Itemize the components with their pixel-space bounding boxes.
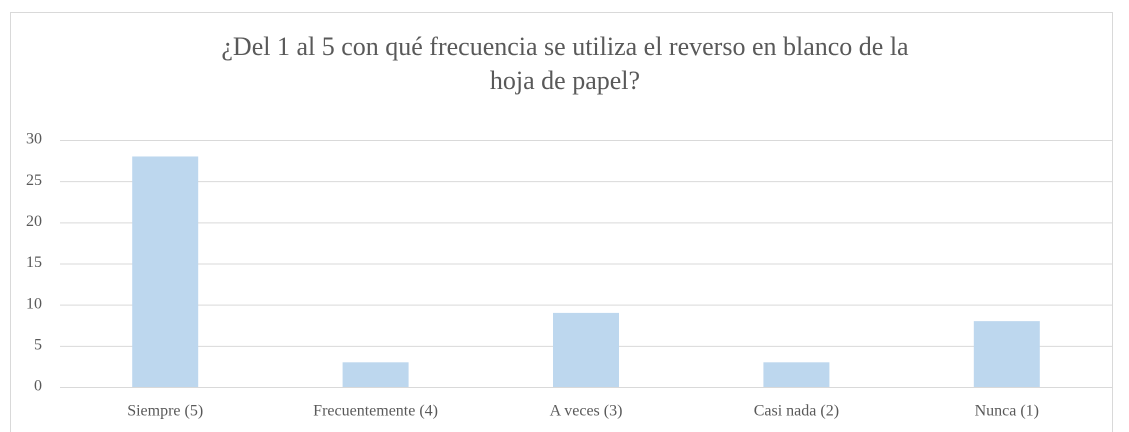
y-tick-label: 30	[26, 131, 42, 148]
bar	[763, 362, 830, 387]
x-tick-label: A veces (3)	[550, 403, 623, 420]
bar	[973, 321, 1040, 387]
y-tick-label: 10	[26, 295, 42, 312]
y-tick-label: 0	[34, 378, 42, 395]
y-tick-label: 20	[26, 213, 42, 230]
x-tick-label: Casi nada (2)	[754, 403, 839, 420]
chart-title: ¿Del 1 al 5 con qué frecuencia se utiliz…	[221, 32, 909, 95]
x-tick-label: Siempre (5)	[127, 403, 203, 420]
bar	[553, 312, 619, 387]
bar	[132, 156, 199, 387]
x-tick-label: Frecuentemente (4)	[313, 403, 438, 420]
y-tick-label: 15	[26, 254, 42, 271]
bar	[342, 362, 409, 387]
chart-border	[10, 12, 1113, 432]
y-tick-label: 25	[26, 172, 42, 189]
y-tick-label: 5	[34, 337, 42, 354]
x-tick-label: Nunca (1)	[975, 403, 1039, 420]
